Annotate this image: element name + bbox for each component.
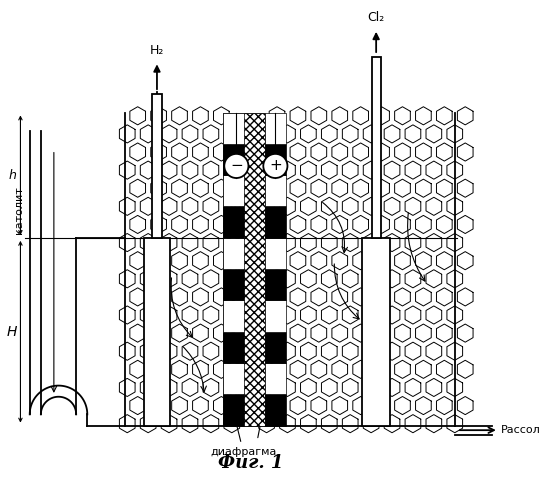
Bar xyxy=(223,144,244,175)
Bar xyxy=(265,206,286,238)
Bar xyxy=(223,175,244,206)
Bar xyxy=(223,112,244,144)
Bar xyxy=(265,144,286,175)
Text: h: h xyxy=(9,168,17,181)
Bar xyxy=(265,300,286,332)
Bar xyxy=(265,175,286,206)
Text: −: − xyxy=(230,158,243,174)
Bar xyxy=(223,300,244,332)
Bar xyxy=(144,238,170,426)
Text: +: + xyxy=(269,158,282,174)
Bar xyxy=(362,238,390,426)
Bar xyxy=(265,269,286,300)
Bar xyxy=(265,363,286,394)
Bar xyxy=(265,238,286,269)
Bar xyxy=(223,206,244,238)
Bar xyxy=(265,112,455,426)
Text: Фиг. 1: Фиг. 1 xyxy=(218,454,284,472)
Bar xyxy=(223,394,244,426)
Bar xyxy=(126,112,223,426)
Bar xyxy=(265,332,286,363)
Text: католит: католит xyxy=(14,186,24,234)
Text: H₂: H₂ xyxy=(150,44,164,57)
Bar xyxy=(265,112,286,144)
Text: Cl₂: Cl₂ xyxy=(368,12,385,24)
Bar xyxy=(223,332,244,363)
Bar xyxy=(223,269,244,300)
Bar xyxy=(223,112,265,426)
Text: H: H xyxy=(6,324,17,338)
Bar xyxy=(223,238,244,269)
Text: диафрагма: диафрагма xyxy=(210,411,277,457)
Text: Рассол: Рассол xyxy=(501,425,539,435)
Bar xyxy=(265,394,286,426)
Bar xyxy=(153,94,162,238)
Bar xyxy=(223,363,244,394)
Bar xyxy=(371,57,381,238)
Circle shape xyxy=(263,154,287,178)
Circle shape xyxy=(224,154,248,178)
